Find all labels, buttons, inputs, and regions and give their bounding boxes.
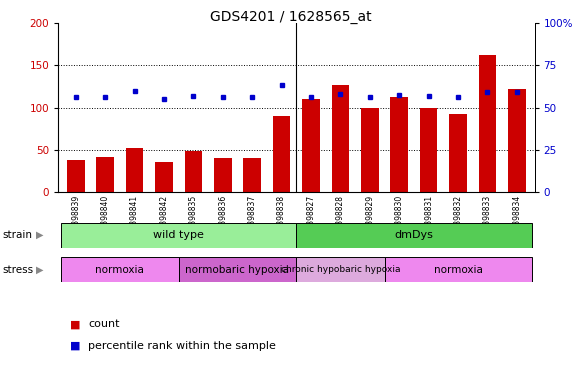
Text: ■: ■ xyxy=(70,341,80,351)
Text: strain: strain xyxy=(3,230,33,240)
Bar xyxy=(185,151,202,192)
Text: chronic hypobaric hypoxia: chronic hypobaric hypoxia xyxy=(281,265,400,274)
Bar xyxy=(332,85,349,192)
Bar xyxy=(96,157,114,192)
Bar xyxy=(273,116,290,192)
Text: ■: ■ xyxy=(70,319,80,329)
Bar xyxy=(155,162,173,192)
Bar xyxy=(125,148,144,192)
Bar xyxy=(420,108,437,192)
Text: wild type: wild type xyxy=(153,230,204,240)
Bar xyxy=(243,158,261,192)
Bar xyxy=(214,158,232,192)
Text: percentile rank within the sample: percentile rank within the sample xyxy=(88,341,276,351)
Bar xyxy=(296,223,532,248)
Bar xyxy=(61,257,179,282)
Bar xyxy=(385,257,532,282)
Text: count: count xyxy=(88,319,120,329)
Bar xyxy=(67,160,85,192)
Text: ▶: ▶ xyxy=(36,230,43,240)
Bar xyxy=(390,96,408,192)
Bar xyxy=(296,257,385,282)
Text: normobaric hypoxia: normobaric hypoxia xyxy=(185,265,289,275)
Text: ▶: ▶ xyxy=(36,265,43,275)
Text: GDS4201 / 1628565_at: GDS4201 / 1628565_at xyxy=(210,10,371,23)
Bar xyxy=(361,108,379,192)
Bar xyxy=(302,99,320,192)
Text: normoxia: normoxia xyxy=(95,265,144,275)
Bar xyxy=(508,89,526,192)
Bar xyxy=(179,257,296,282)
Text: dmDys: dmDys xyxy=(394,230,433,240)
Bar xyxy=(61,223,296,248)
Text: normoxia: normoxia xyxy=(433,265,482,275)
Text: stress: stress xyxy=(3,265,34,275)
Bar xyxy=(479,55,496,192)
Bar xyxy=(449,114,467,192)
